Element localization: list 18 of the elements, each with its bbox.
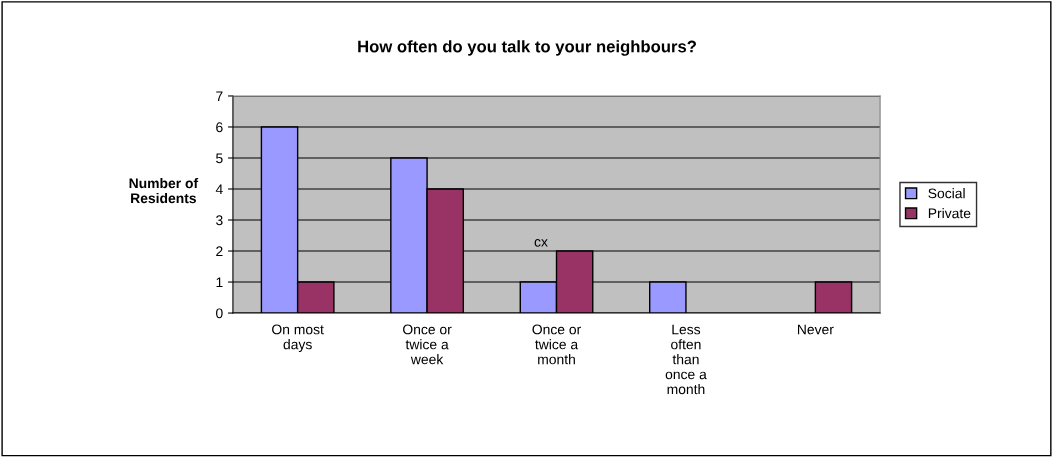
annotation: cx xyxy=(534,239,548,247)
x-tick-label: On most days xyxy=(272,324,324,353)
y-tick-label: 3 xyxy=(216,215,223,226)
x-tick-label: Less often than once a month xyxy=(665,324,707,395)
chart-title: How often do you talk to your neighbours? xyxy=(358,40,696,56)
y-tick-label: 7 xyxy=(216,91,223,101)
y-tick-label: 6 xyxy=(216,122,223,133)
y-tick-label: 1 xyxy=(216,277,223,288)
y-tick-label: 0 xyxy=(216,308,223,319)
y-tick-label: 4 xyxy=(215,184,223,195)
legend-label: Private xyxy=(928,208,971,219)
x-tick-label: Once or twice a week xyxy=(403,324,452,365)
y-tick-label: 2 xyxy=(216,246,223,257)
y-axis-title: Number of Residents xyxy=(129,177,199,204)
y-tick-label: 5 xyxy=(216,153,223,164)
x-tick-label: Once or twice a month xyxy=(532,324,581,365)
legend-label: Social xyxy=(928,188,965,199)
x-tick-label: Never xyxy=(797,324,834,335)
